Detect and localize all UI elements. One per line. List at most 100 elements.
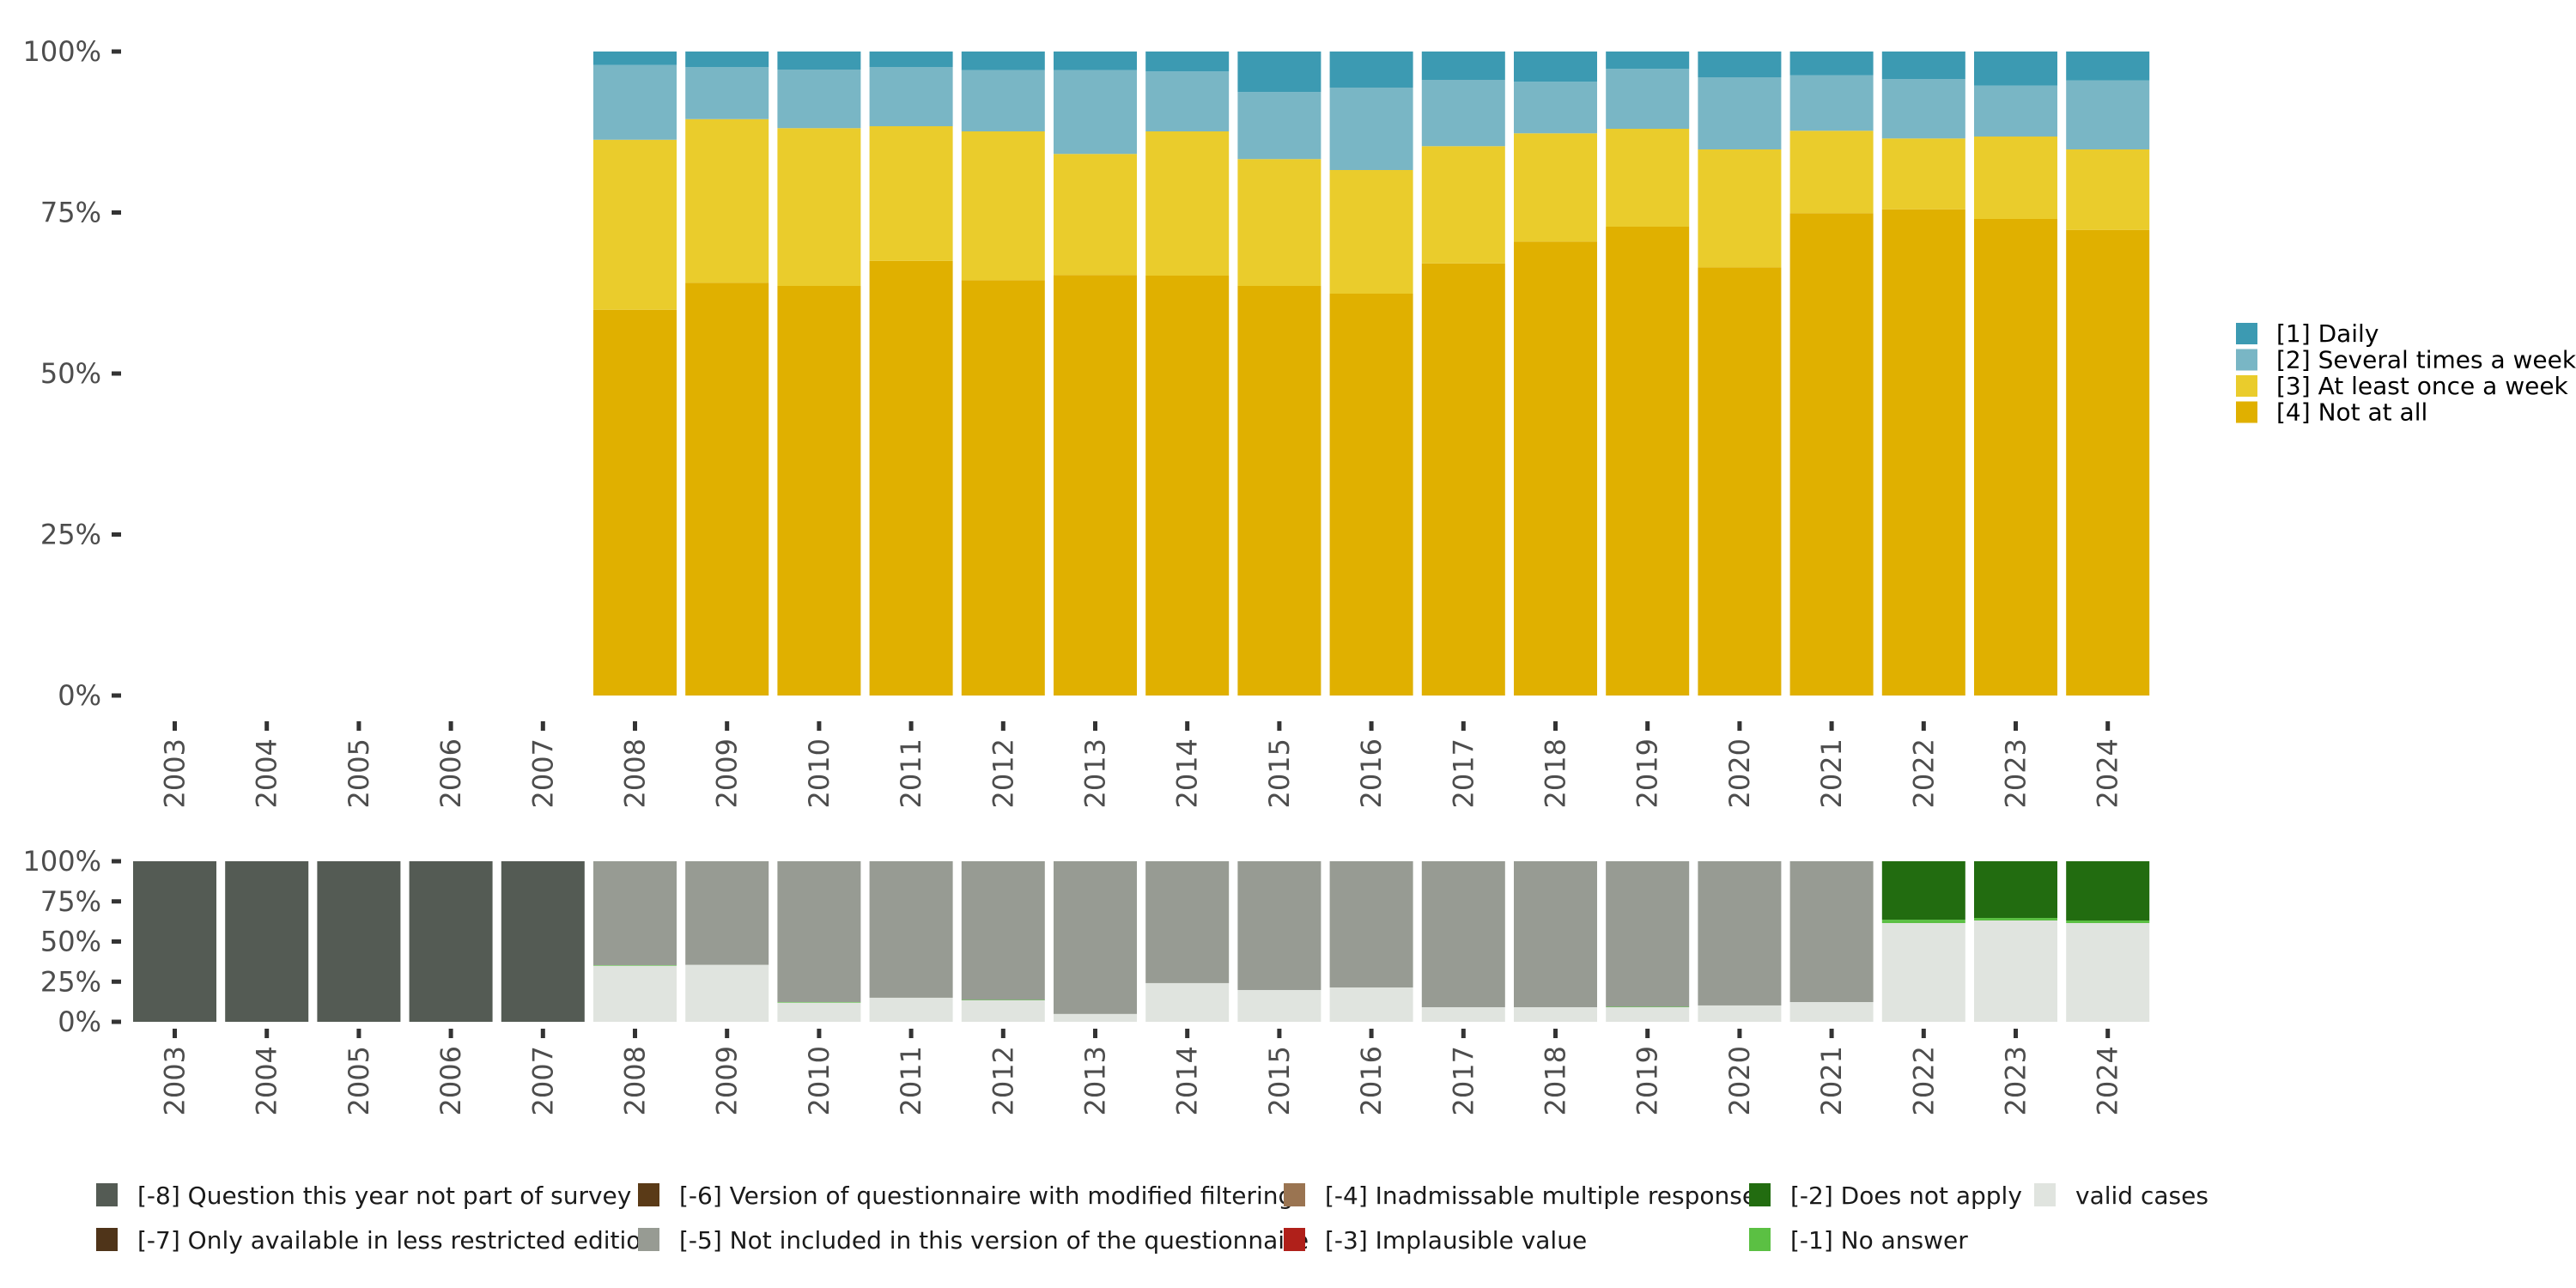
legend-key-1 [2236, 323, 2257, 344]
x-tick-mark [264, 721, 270, 731]
x-tick-mark [1000, 721, 1005, 731]
bar-segment-2008-1-daily [593, 52, 677, 65]
bar-segment-2022-4-not-at-all [1881, 209, 1965, 696]
bar-segment-2022-1-daily [1881, 52, 1965, 80]
bar-segment-2008-5-not-included-in-this-version-of-the-questionnaire [593, 861, 677, 965]
bar-segment-2021-4-not-at-all [1789, 213, 1874, 696]
y-tick-mark [112, 899, 121, 904]
legend-key-4-inadmissable-multiple-response [1284, 1183, 1305, 1206]
bar-segment-2006-8-question-this-year-not-part-of-survey [409, 861, 493, 1022]
bar-segment-2010-5-not-included-in-this-version-of-the-questionnaire [777, 861, 861, 1002]
y-tick-label: 50% [40, 926, 101, 958]
x-tick-label: 2011 [895, 738, 927, 808]
x-tick-mark [908, 721, 914, 731]
x-tick-label: 2009 [711, 738, 744, 808]
bar-segment-2019-2-several-times-a-week [1606, 69, 1690, 129]
bar-segment-2017-5-not-included-in-this-version-of-the-questionnaire [1421, 861, 1505, 1007]
x-tick-label: 2005 [343, 1046, 375, 1115]
bar-segment-2021-5-not-included-in-this-version-of-the-questionnaire [1789, 861, 1874, 1002]
bar-segment-2013-valid-cases [1054, 1013, 1137, 1022]
x-tick-mark [633, 1029, 637, 1038]
x-tick-label: 2005 [343, 738, 375, 808]
top-bars [593, 52, 2150, 696]
bar-segment-2020-valid-cases [1698, 1005, 1782, 1022]
x-tick-mark [264, 1029, 270, 1038]
bar-segment-2014-2-several-times-a-week [1145, 71, 1230, 131]
x-tick-label: 2020 [1723, 1046, 1756, 1115]
bar-segment-2016-valid-cases [1329, 987, 1413, 1022]
bar-segment-2012-1-no-answer [961, 999, 1045, 1000]
bar-segment-2011-5-not-included-in-this-version-of-the-questionnaire [869, 861, 953, 998]
bar-segment-2008-1-no-answer [593, 964, 677, 966]
x-tick-label: 2008 [619, 1046, 652, 1115]
bar-segment-2023-valid-cases [1974, 920, 2057, 1022]
x-tick-label: 2018 [1540, 1046, 1572, 1115]
bar-segment-2013-2-several-times-a-week [1054, 70, 1137, 155]
x-tick-label: 2003 [159, 1046, 191, 1115]
bar-segment-2012-4-not-at-all [961, 280, 1045, 696]
bar-segment-2019-4-not-at-all [1606, 227, 1690, 696]
bar-segment-2010-4-not-at-all [777, 286, 861, 696]
y-tick-mark [112, 859, 121, 864]
x-tick-label: 2024 [2092, 738, 2124, 808]
x-tick-label: 2014 [1171, 1046, 1204, 1115]
bar-segment-2021-2-several-times-a-week [1789, 75, 1874, 131]
bar-segment-2023-4-not-at-all [1974, 219, 2057, 696]
bar-segment-2024-1-no-answer [2066, 920, 2150, 923]
bar-segment-2018-4-not-at-all [1514, 241, 1597, 696]
y-tick-label: 100% [23, 35, 101, 68]
y-tick-label: 25% [40, 965, 101, 998]
top-y-axis: 0% 25% 50% 75% 100% [23, 35, 121, 712]
bar-segment-2015-3-at-least-once-a-week [1237, 159, 1321, 286]
x-tick-label: 2024 [2092, 1046, 2124, 1115]
bar-segment-2022-valid-cases [1881, 922, 1965, 1022]
y-tick-label: 75% [40, 885, 101, 918]
bar-segment-2016-2-several-times-a-week [1329, 88, 1413, 170]
x-tick-mark [1093, 721, 1097, 731]
x-tick-label: 2010 [803, 1046, 835, 1115]
bar-segment-2016-5-not-included-in-this-version-of-the-questionnaire [1329, 861, 1413, 987]
bar-segment-2012-5-not-included-in-this-version-of-the-questionnaire [961, 861, 1045, 1000]
bar-segment-2008-2-several-times-a-week [593, 64, 677, 140]
x-tick-mark [1829, 1029, 1834, 1038]
x-tick-mark [1553, 1029, 1558, 1038]
x-tick-mark [1737, 1029, 1742, 1038]
x-tick-mark [1553, 721, 1558, 731]
x-tick-label: 2006 [434, 1046, 467, 1115]
y-tick-mark [112, 693, 121, 698]
bottom-legend: [-8] Question this year not part of surv… [96, 1182, 2208, 1255]
x-tick-label: 2009 [711, 1046, 744, 1115]
x-tick-label: 2012 [987, 1046, 1019, 1115]
x-tick-label: 2023 [2000, 738, 2032, 808]
bar-segment-2024-2-does-not-apply [2066, 861, 2150, 921]
top-chart: 0% 25% 50% 75% 100% 2003 2004 2005 2006 2007 2008… [23, 35, 2576, 808]
y-tick-label: 25% [40, 519, 101, 551]
x-tick-mark [817, 721, 822, 731]
legend-label: [3] At least once a week [2276, 372, 2569, 400]
legend-label: [4] Not at all [2276, 398, 2427, 427]
bar-segment-2019-1-daily [1606, 52, 1690, 70]
bar-segment-2014-3-at-least-once-a-week [1145, 131, 1230, 276]
legend-label: [-7] Only available in less restricted e… [137, 1226, 656, 1255]
bar-segment-2015-4-not-at-all [1237, 286, 1321, 696]
bar-segment-2015-5-not-included-in-this-version-of-the-questionnaire [1237, 861, 1321, 990]
x-tick-mark [1461, 1029, 1466, 1038]
x-tick-mark [448, 721, 453, 731]
bar-segment-2014-valid-cases [1145, 982, 1230, 1022]
bar-segment-2010-1-daily [777, 52, 861, 70]
x-tick-mark [2014, 721, 2018, 731]
bar-segment-2013-5-not-included-in-this-version-of-the-questionnaire [1054, 861, 1137, 1014]
legend-label: [1] Daily [2276, 319, 2379, 348]
bar-segment-2015-2-several-times-a-week [1237, 92, 1321, 160]
bar-segment-2023-1-no-answer [1974, 918, 2057, 921]
bar-segment-2019-1-no-answer [1606, 1006, 1690, 1008]
bar-segment-2016-1-daily [1329, 52, 1413, 88]
x-tick-label: 2021 [1815, 738, 1848, 808]
y-tick-mark [112, 532, 121, 537]
x-tick-mark [173, 721, 177, 731]
x-tick-label: 2007 [526, 1046, 559, 1115]
x-tick-mark [1369, 1029, 1374, 1038]
bar-segment-2012-2-several-times-a-week [961, 70, 1045, 131]
bar-segment-2011-valid-cases [869, 997, 953, 1022]
legend-label: valid cases [2075, 1182, 2208, 1210]
